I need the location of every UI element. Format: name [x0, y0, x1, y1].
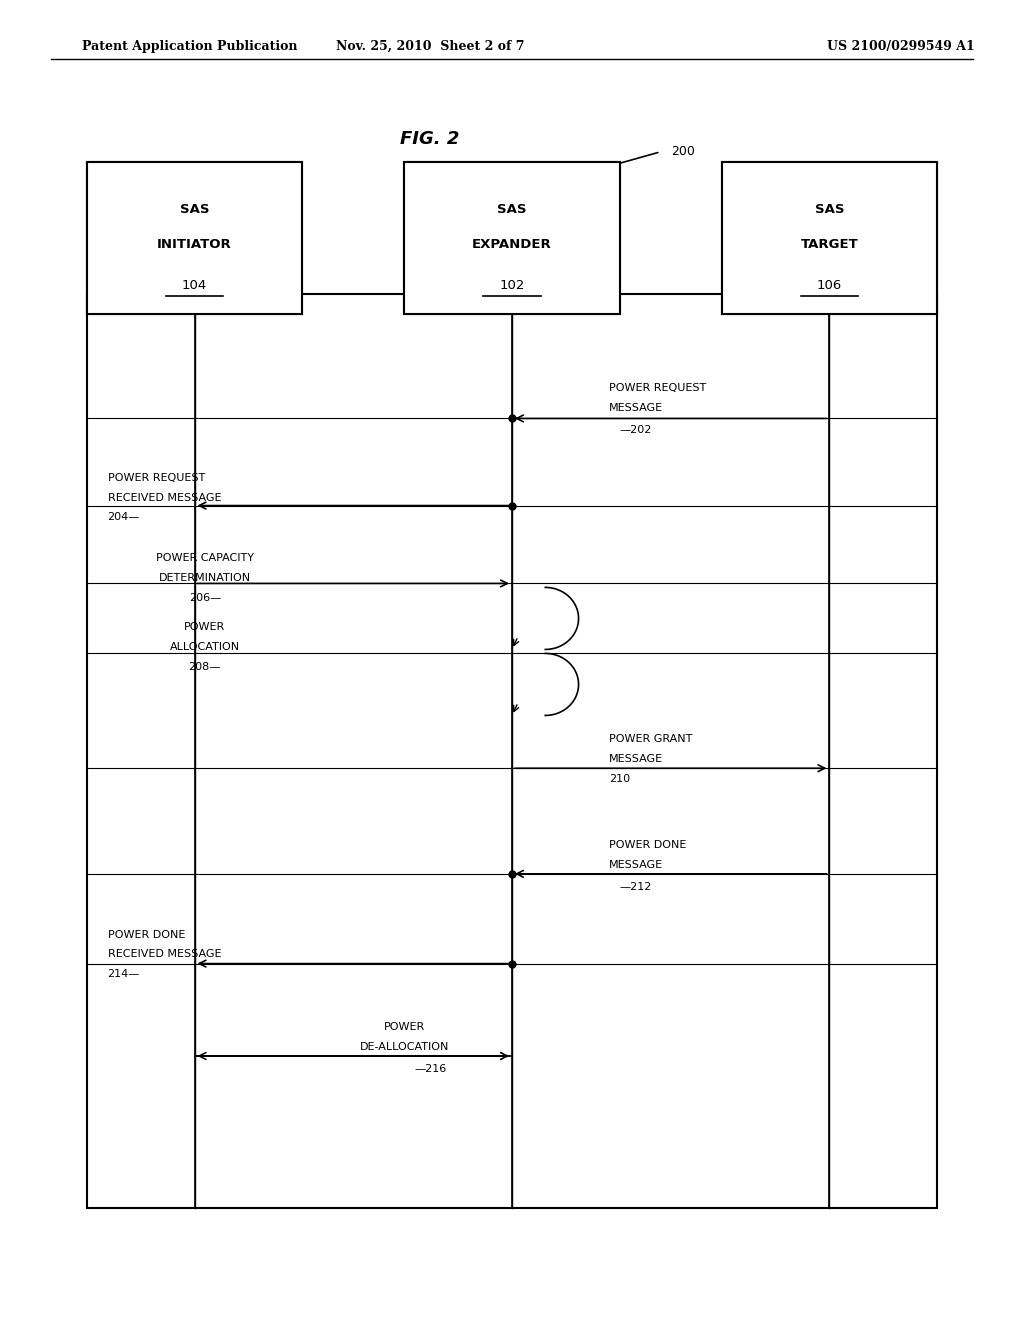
Text: —216: —216 [415, 1064, 446, 1074]
Bar [87, 162, 302, 314]
Text: POWER: POWER [184, 622, 225, 632]
Text: 214—: 214— [108, 969, 140, 979]
Text: SAS: SAS [180, 203, 209, 215]
Text: 104: 104 [182, 279, 207, 292]
Text: SAS: SAS [815, 203, 844, 215]
Text: SAS: SAS [498, 203, 526, 215]
Text: INITIATOR: INITIATOR [158, 239, 231, 251]
Text: 106: 106 [817, 279, 842, 292]
Text: —212: —212 [620, 882, 652, 892]
Text: 102: 102 [500, 279, 524, 292]
Bar [404, 162, 620, 314]
Bar [87, 162, 302, 314]
Text: 102: 102 [500, 279, 524, 292]
Text: 106: 106 [817, 279, 842, 292]
Text: 200: 200 [671, 145, 694, 158]
Text: SAS: SAS [815, 203, 844, 215]
Text: POWER DONE: POWER DONE [108, 929, 185, 940]
Text: DETERMINATION: DETERMINATION [159, 573, 251, 583]
Text: POWER CAPACITY: POWER CAPACITY [156, 553, 254, 564]
Text: ALLOCATION: ALLOCATION [170, 642, 240, 652]
Text: SAS: SAS [498, 203, 526, 215]
Text: POWER REQUEST: POWER REQUEST [609, 383, 707, 393]
Text: 210: 210 [609, 774, 631, 784]
Text: POWER GRANT: POWER GRANT [609, 734, 692, 744]
Text: RECEIVED MESSAGE: RECEIVED MESSAGE [108, 492, 221, 503]
Text: US 2100/0299549 A1: US 2100/0299549 A1 [827, 40, 975, 53]
Text: EXPANDER: EXPANDER [472, 239, 552, 251]
Text: TARGET: TARGET [801, 239, 858, 251]
Text: Nov. 25, 2010  Sheet 2 of 7: Nov. 25, 2010 Sheet 2 of 7 [336, 40, 524, 53]
Bar [87, 294, 937, 1208]
Text: Patent Application Publication: Patent Application Publication [82, 40, 297, 53]
Text: TARGET: TARGET [801, 239, 858, 251]
Text: EXPANDER: EXPANDER [472, 239, 552, 251]
Bar [722, 162, 937, 314]
Text: FIG. 2: FIG. 2 [400, 129, 460, 148]
Text: 204—: 204— [108, 512, 140, 523]
Text: —202: —202 [620, 425, 652, 436]
Text: POWER DONE: POWER DONE [609, 840, 687, 850]
Text: 208—: 208— [188, 661, 221, 672]
Text: POWER: POWER [384, 1022, 425, 1032]
Text: RECEIVED MESSAGE: RECEIVED MESSAGE [108, 949, 221, 960]
Text: POWER REQUEST: POWER REQUEST [108, 473, 205, 483]
Text: 206—: 206— [188, 593, 221, 603]
Bar [404, 162, 620, 314]
Text: 104: 104 [182, 279, 207, 292]
Text: INITIATOR: INITIATOR [158, 239, 231, 251]
Text: MESSAGE: MESSAGE [609, 754, 664, 764]
Text: SAS: SAS [180, 203, 209, 215]
Text: MESSAGE: MESSAGE [609, 403, 664, 413]
Bar [722, 162, 937, 314]
Text: MESSAGE: MESSAGE [609, 859, 664, 870]
Text: DE-ALLOCATION: DE-ALLOCATION [359, 1041, 450, 1052]
